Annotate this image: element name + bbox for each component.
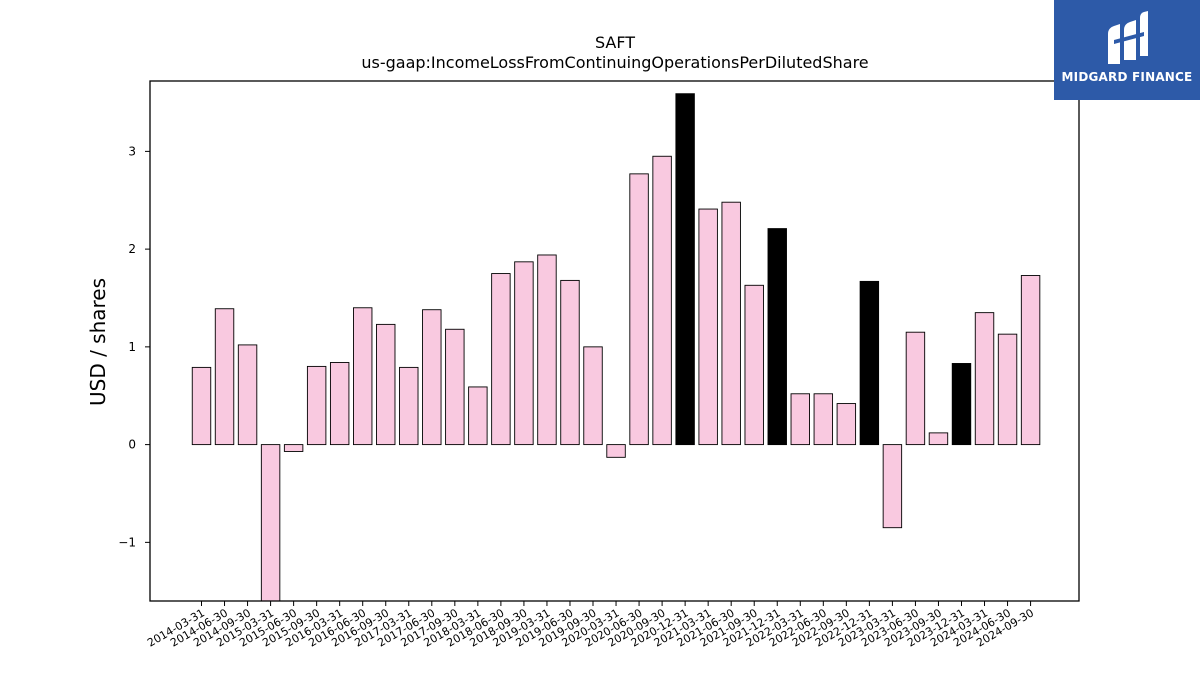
bar-2017-03-31 bbox=[399, 366, 419, 446]
x-ticks: 2014-03-312014-06-302014-09-302015-03-31… bbox=[145, 601, 1036, 650]
bar-2020-06-30 bbox=[629, 173, 649, 446]
bar-2023-09-30 bbox=[928, 432, 949, 446]
y-tick-label: −1 bbox=[118, 535, 136, 549]
bar-2016-03-31 bbox=[329, 362, 350, 446]
bar-2021-09-30 bbox=[744, 284, 764, 446]
bar-2020-03-31 bbox=[606, 444, 626, 458]
bar-2019-06-30 bbox=[560, 279, 580, 446]
chart-title: SAFT bbox=[595, 33, 635, 52]
bar-2018-06-30 bbox=[491, 273, 511, 446]
bar-2014-09-30 bbox=[237, 344, 258, 446]
bar-2019-09-30 bbox=[583, 346, 603, 446]
y-axis-label: USD / shares bbox=[86, 278, 110, 406]
bars-layer bbox=[191, 93, 1041, 602]
bar-2015-06-30 bbox=[283, 444, 304, 452]
bar-2023-12-31 bbox=[951, 363, 972, 446]
bar-2017-06-30 bbox=[422, 309, 442, 446]
bar-2024-03-31 bbox=[974, 312, 995, 446]
bar-2015-09-30 bbox=[306, 365, 327, 446]
bar-2022-03-31 bbox=[790, 393, 810, 446]
bar-2016-06-30 bbox=[353, 307, 373, 446]
y-tick-label: 2 bbox=[128, 242, 136, 256]
bar-2021-03-31 bbox=[698, 208, 718, 446]
plot-frame bbox=[149, 80, 1080, 602]
bar-2017-09-30 bbox=[445, 328, 465, 446]
bar-2014-03-31 bbox=[191, 366, 212, 446]
brand-name: MIDGARD FINANCE bbox=[1061, 70, 1193, 84]
bar-2024-09-30 bbox=[1020, 275, 1041, 446]
midgard-logo-icon bbox=[1108, 11, 1148, 64]
bar-2022-12-31 bbox=[859, 280, 880, 446]
y-tick-label: 0 bbox=[128, 438, 136, 452]
bar-2023-06-30 bbox=[905, 331, 926, 446]
bar-2018-09-30 bbox=[514, 261, 534, 446]
bar-2014-06-30 bbox=[214, 308, 235, 446]
bar-2020-12-31 bbox=[675, 93, 695, 446]
bar-2020-09-30 bbox=[652, 155, 672, 446]
y-tick-label: 1 bbox=[128, 340, 136, 354]
bar-2019-03-31 bbox=[537, 254, 557, 446]
brand-logo: MIDGARD FINANCE bbox=[1054, 0, 1200, 100]
bar-2023-03-31 bbox=[882, 444, 903, 529]
bar-2024-06-30 bbox=[997, 333, 1018, 446]
bar-2022-06-30 bbox=[813, 393, 834, 446]
bar-2021-06-30 bbox=[721, 201, 741, 446]
y-tick-label: 3 bbox=[128, 144, 136, 158]
y-ticks: −1 0 1 2 3 bbox=[118, 144, 150, 549]
bar-2016-09-30 bbox=[376, 323, 396, 446]
bar-2015-03-31 bbox=[260, 444, 281, 602]
chart-subtitle: us-gaap:IncomeLossFromContinuingOperatio… bbox=[361, 53, 868, 72]
bar-2021-12-31 bbox=[767, 228, 787, 446]
bar-2022-09-30 bbox=[836, 403, 857, 446]
bar-2018-03-31 bbox=[468, 386, 488, 446]
